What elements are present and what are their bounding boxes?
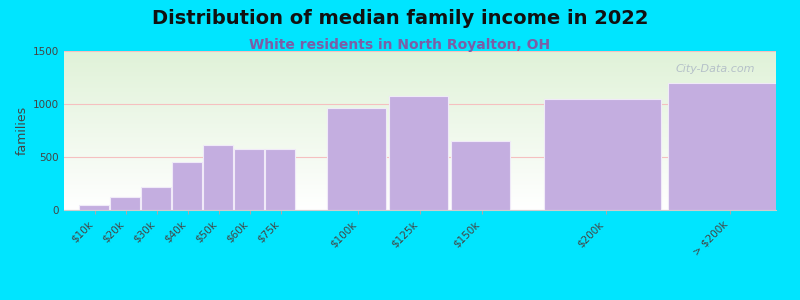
Bar: [110, 197, 140, 210]
Bar: [389, 95, 448, 210]
Y-axis label: families: families: [16, 106, 29, 155]
Bar: [172, 162, 202, 210]
Bar: [142, 187, 171, 210]
Bar: [266, 148, 294, 210]
Bar: [79, 205, 109, 210]
Bar: [327, 108, 386, 210]
Bar: [234, 148, 264, 210]
Bar: [544, 99, 662, 210]
Text: Distribution of median family income in 2022: Distribution of median family income in …: [152, 9, 648, 28]
Text: White residents in North Royalton, OH: White residents in North Royalton, OH: [250, 38, 550, 52]
Text: City-Data.com: City-Data.com: [675, 64, 754, 74]
Bar: [451, 141, 510, 210]
Bar: [203, 145, 233, 210]
Bar: [668, 83, 786, 210]
